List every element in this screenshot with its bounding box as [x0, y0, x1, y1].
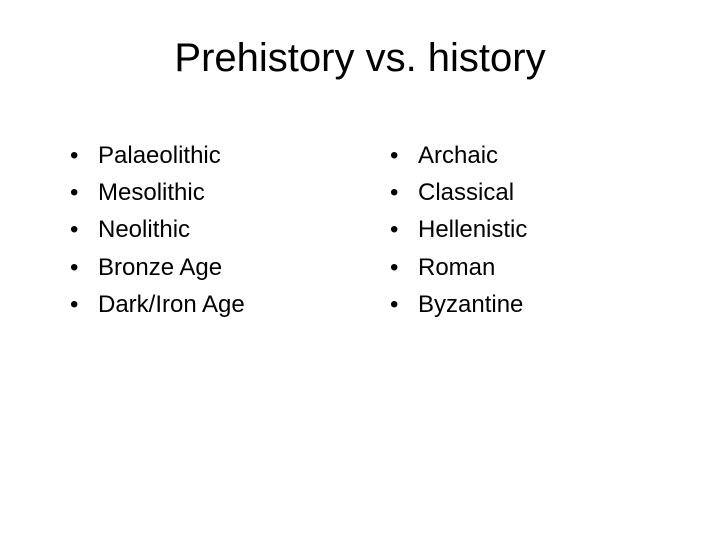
list-item: • Roman	[390, 252, 650, 283]
list-item-label: Bronze Age	[98, 252, 390, 283]
slide-title: Prehistory vs. history	[0, 36, 720, 81]
list-item: • Archaic	[390, 140, 650, 171]
bullet-icon: •	[390, 140, 418, 171]
list-item-label: Classical	[418, 177, 650, 208]
list-item-label: Mesolithic	[98, 177, 390, 208]
list-item-label: Dark/Iron Age	[98, 289, 390, 320]
bullet-icon: •	[70, 289, 98, 320]
content-columns: • Palaeolithic • Mesolithic • Neolithic …	[70, 140, 650, 320]
list-item: • Byzantine	[390, 289, 650, 320]
list-item-label: Neolithic	[98, 214, 390, 245]
list-item: • Hellenistic	[390, 214, 650, 245]
list-item: • Bronze Age	[70, 252, 390, 283]
bullet-icon: •	[390, 289, 418, 320]
bullet-icon: •	[390, 252, 418, 283]
list-item: • Neolithic	[70, 214, 390, 245]
left-column: • Palaeolithic • Mesolithic • Neolithic …	[70, 140, 390, 320]
right-column: • Archaic • Classical • Hellenistic • Ro…	[390, 140, 650, 320]
list-item: • Classical	[390, 177, 650, 208]
list-item-label: Roman	[418, 252, 650, 283]
list-item: • Dark/Iron Age	[70, 289, 390, 320]
list-item: • Palaeolithic	[70, 140, 390, 171]
list-item: • Mesolithic	[70, 177, 390, 208]
list-item-label: Palaeolithic	[98, 140, 390, 171]
list-item-label: Byzantine	[418, 289, 650, 320]
bullet-icon: •	[70, 177, 98, 208]
bullet-icon: •	[70, 214, 98, 245]
bullet-icon: •	[390, 214, 418, 245]
list-item-label: Archaic	[418, 140, 650, 171]
bullet-icon: •	[70, 252, 98, 283]
list-item-label: Hellenistic	[418, 214, 650, 245]
bullet-icon: •	[70, 140, 98, 171]
bullet-icon: •	[390, 177, 418, 208]
